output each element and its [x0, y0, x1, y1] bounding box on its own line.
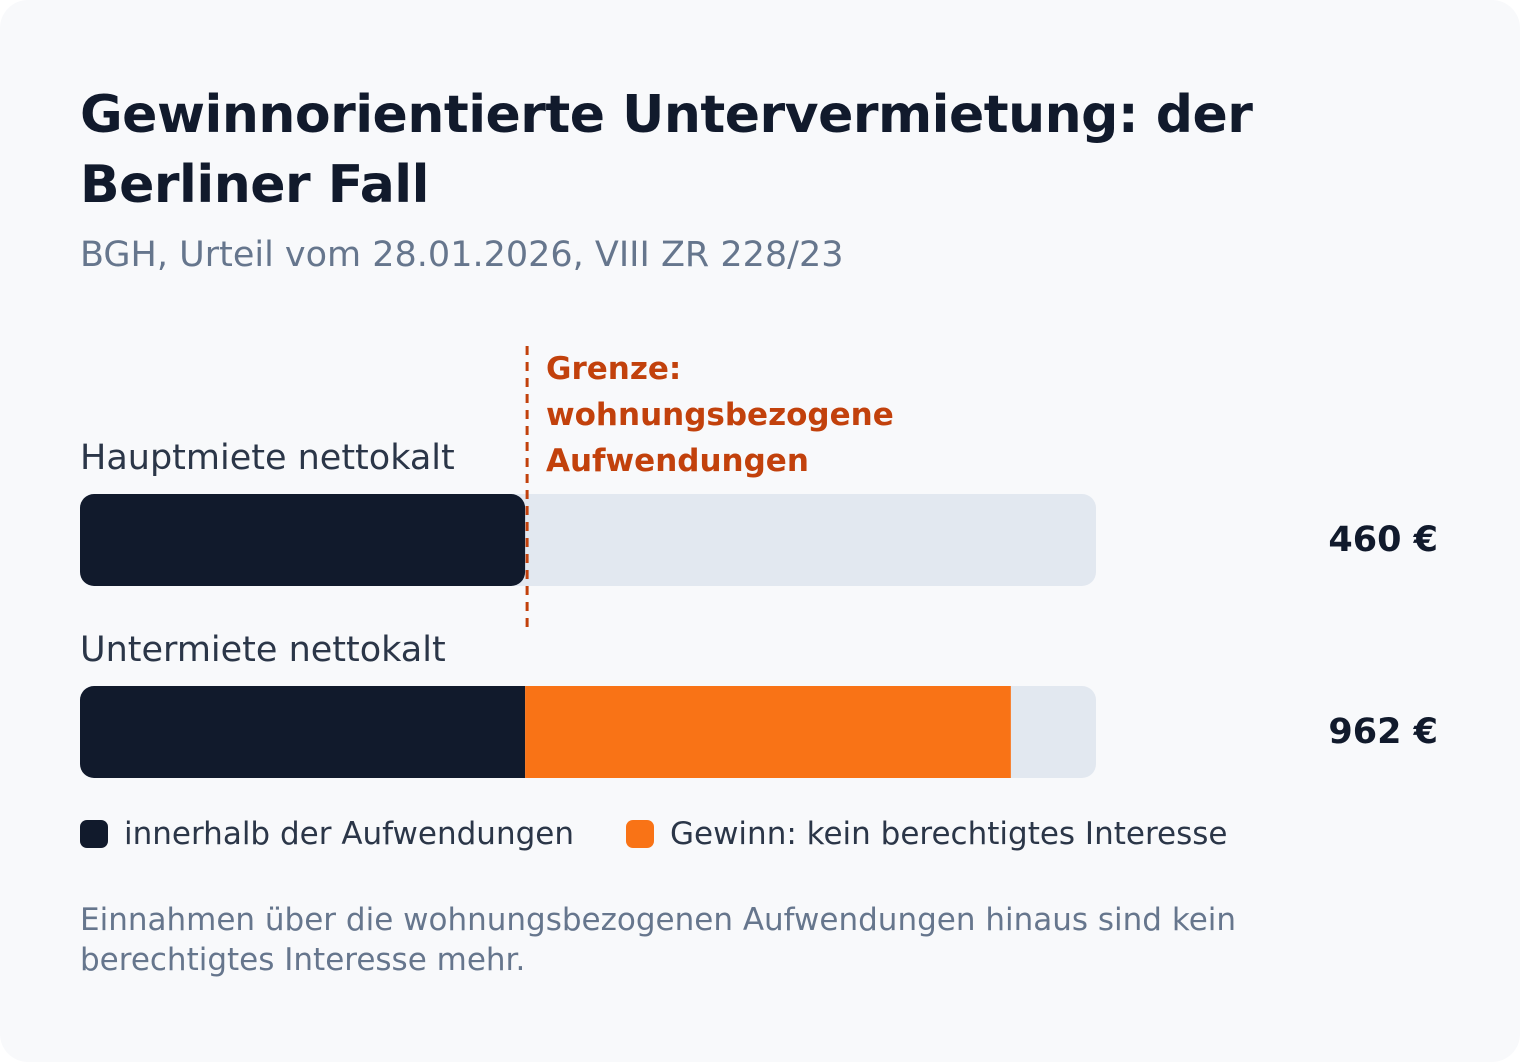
- bar-row: [80, 686, 1096, 778]
- legend-item-within: innerhalb der Aufwendungen: [80, 812, 574, 856]
- footnote: Einnahmen über die wohnungsbezogenen Auf…: [80, 902, 1237, 978]
- threshold-label: Grenze: wohnungsbezogene Aufwendungen: [546, 346, 894, 484]
- chart-title: Gewinnorientierte Untervermietung: der B…: [80, 85, 1253, 215]
- legend-swatch-navy: [80, 820, 108, 848]
- bar-segment-within: [80, 686, 526, 778]
- legend-swatch-orange: [625, 820, 654, 848]
- chart-subtitle: BGH, Urteil vom 28.01.2026, VIII ZR 228/…: [80, 235, 844, 275]
- category-label-untermiete: Untermiete nettokalt: [80, 630, 446, 670]
- threshold-label-line: Grenze:: [546, 351, 682, 387]
- threshold-label-line: Aufwendungen: [546, 443, 809, 479]
- category-label-hauptmiete: Hauptmiete nettokalt: [80, 438, 455, 478]
- legend: innerhalb der Aufwendungen Gewinn: kein …: [80, 812, 1279, 856]
- bar-segment-within: [80, 494, 526, 586]
- legend-item-profit: Gewinn: kein berechtigtes Interesse: [625, 812, 1228, 856]
- threshold-label-line: wohnungsbezogene: [546, 397, 894, 433]
- value-label-hauptmiete: 460 €: [1328, 520, 1438, 560]
- bar-segment-profit: [525, 686, 1011, 778]
- legend-label: innerhalb der Aufwendungen: [124, 816, 574, 852]
- value-label-untermiete: 962 €: [1328, 712, 1438, 752]
- legend-label: Gewinn: kein berechtigtes Interesse: [669, 816, 1228, 852]
